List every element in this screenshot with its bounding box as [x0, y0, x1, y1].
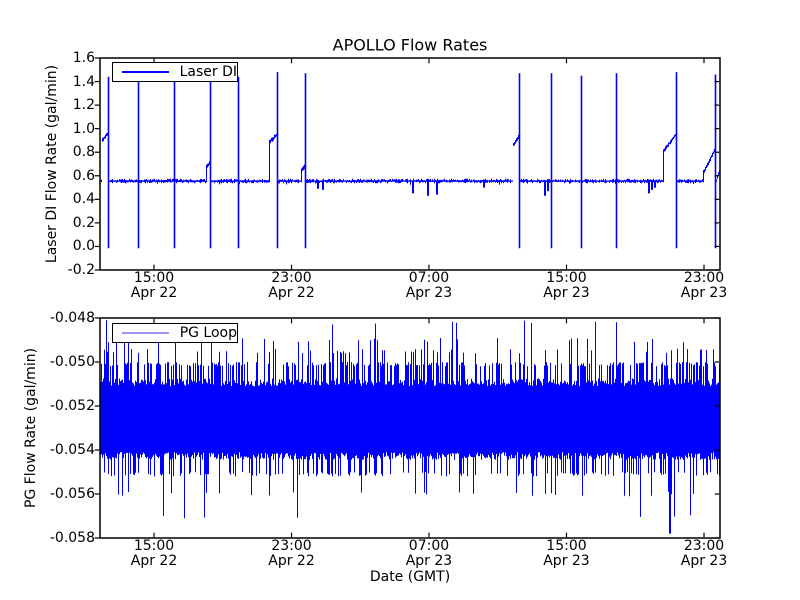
laser-di-series [100, 72, 720, 249]
pg-loop-legend-label: PG Loop [179, 325, 237, 341]
x-tick-date: Apr 22 [130, 285, 178, 301]
pg-loop-legend: PG Loop [112, 323, 238, 343]
x-tick-date: Apr 23 [405, 285, 453, 301]
x-tick-label: 23:00 Apr 22 [247, 539, 337, 569]
x-tick-time: 15:00 [133, 538, 175, 554]
pg-y-axis-label: PG Flow Rate (gal/min) [23, 347, 39, 509]
x-tick-label: 15:00 Apr 22 [109, 271, 199, 301]
y-tick-label: 1.4 [72, 73, 95, 90]
pg-loop-series [100, 320, 720, 534]
y-tick-label: 1.0 [72, 120, 95, 137]
x-tick-time: 23:00 [683, 270, 725, 286]
y-tick-label: 1.2 [72, 97, 95, 114]
x-tick-date: Apr 23 [543, 285, 590, 301]
x-tick-label: 15:00 Apr 23 [521, 271, 611, 301]
x-tick-date: Apr 22 [130, 553, 178, 569]
y-tick-label: 0.4 [72, 191, 95, 208]
series-path [100, 133, 720, 196]
laser-di-y-axis-label: Laser DI Flow Rate (gal/min) [44, 64, 60, 264]
x-tick-label: 23:00 Apr 22 [247, 271, 337, 301]
y-tick-label: 0.8 [72, 144, 95, 161]
x-tick-date: Apr 23 [680, 553, 728, 569]
y-tick-label: -0.056 [49, 486, 95, 502]
x-tick-date: Apr 22 [268, 553, 315, 569]
y-tick-label: 1.6 [72, 50, 95, 66]
x-tick-date: Apr 22 [268, 285, 315, 301]
x-tick-time: 15:00 [546, 538, 587, 554]
x-tick-time: 07:00 [408, 270, 450, 286]
x-tick-label: 15:00 Apr 22 [109, 539, 199, 569]
x-tick-time: 15:00 [546, 270, 587, 286]
y-tick-label: -0.050 [49, 354, 95, 370]
x-tick-time: 07:00 [408, 538, 450, 554]
x-tick-date: Apr 23 [405, 553, 453, 569]
x-tick-label: 23:00 Apr 23 [659, 539, 749, 569]
y-tick-label: -0.048 [49, 310, 95, 326]
laser-di-legend-line [122, 71, 169, 73]
chart-title: APOLLO Flow Rates [332, 35, 488, 55]
series-path [107, 72, 717, 249]
pg-loop-legend-line [122, 332, 169, 334]
laser-di-legend: Laser DI [112, 62, 238, 82]
y-tick-label: -0.058 [49, 530, 95, 546]
x-axis-label: Date (GMT) [369, 569, 451, 585]
y-tick-label: -0.054 [49, 442, 95, 458]
x-tick-label: 15:00 Apr 23 [521, 539, 611, 569]
x-tick-date: Apr 23 [680, 285, 728, 301]
x-tick-time: 23:00 [683, 538, 725, 554]
y-tick-label: -0.2 [67, 262, 95, 278]
y-tick-label: 0.6 [72, 167, 95, 184]
y-tick-label: 0.0 [72, 238, 95, 255]
y-tick-label: -0.052 [49, 398, 95, 414]
x-tick-label: 23:00 Apr 23 [659, 271, 749, 301]
x-tick-label: 07:00 Apr 23 [384, 271, 474, 301]
x-tick-label: 07:00 Apr 23 [384, 539, 474, 569]
laser-di-legend-label: Laser DI [179, 64, 237, 80]
y-tick-label: 0.2 [72, 214, 95, 231]
series-path [100, 320, 720, 534]
x-tick-time: 23:00 [271, 270, 312, 286]
x-tick-time: 23:00 [271, 538, 312, 554]
x-tick-date: Apr 23 [543, 553, 590, 569]
x-tick-time: 15:00 [133, 270, 175, 286]
